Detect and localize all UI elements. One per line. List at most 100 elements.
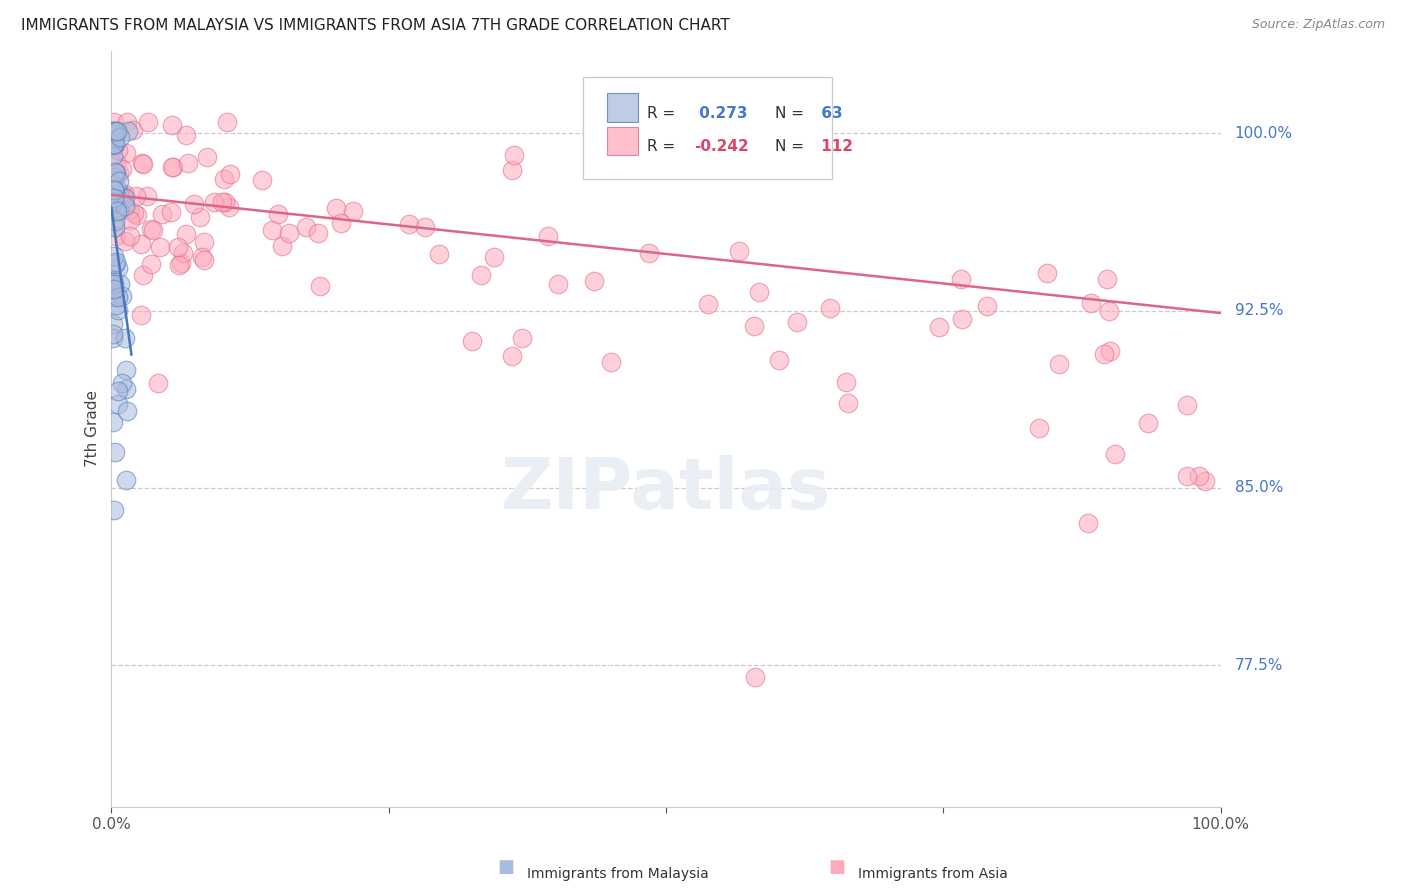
- Point: [103, 115, 125, 129]
- Point: [768, 353, 790, 368]
- Point: [107, 303, 129, 318]
- Text: Immigrants from Malaysia: Immigrants from Malaysia: [527, 867, 709, 881]
- Point: [141, 222, 163, 236]
- Point: [107, 290, 129, 304]
- Point: [111, 376, 134, 390]
- Text: ZIPatlas: ZIPatlas: [501, 455, 831, 524]
- Point: [149, 240, 172, 254]
- Point: [132, 157, 155, 171]
- Point: [502, 147, 524, 161]
- Point: [118, 228, 141, 243]
- Point: [103, 137, 125, 152]
- Point: [1047, 357, 1070, 371]
- Point: [122, 123, 145, 137]
- Point: [103, 124, 125, 138]
- Point: [1136, 417, 1159, 431]
- Point: [139, 256, 162, 270]
- Text: 85.0%: 85.0%: [1234, 481, 1282, 495]
- Point: [103, 282, 125, 296]
- Point: [950, 311, 973, 326]
- Point: [101, 185, 124, 199]
- Point: [325, 201, 347, 215]
- Text: 0.273: 0.273: [693, 106, 747, 121]
- Point: [160, 204, 183, 219]
- Point: [1080, 296, 1102, 310]
- Text: ■: ■: [498, 858, 515, 876]
- Point: [136, 188, 159, 202]
- Point: [107, 384, 129, 398]
- Point: [742, 318, 765, 333]
- Point: [105, 127, 128, 141]
- Point: [1028, 421, 1050, 435]
- Point: [129, 308, 152, 322]
- Point: [537, 228, 560, 243]
- Point: [195, 150, 218, 164]
- Point: [110, 289, 132, 303]
- Point: [1099, 344, 1122, 359]
- Point: [218, 167, 240, 181]
- Text: -0.242: -0.242: [693, 139, 748, 154]
- Point: [786, 315, 808, 329]
- Text: 100.0%: 100.0%: [1234, 126, 1292, 141]
- Point: [114, 199, 136, 213]
- Point: [131, 155, 153, 169]
- Point: [214, 195, 236, 210]
- Point: [101, 149, 124, 163]
- Point: [727, 244, 749, 259]
- Point: [104, 255, 127, 269]
- Point: [193, 252, 215, 267]
- Point: [748, 285, 770, 299]
- Point: [105, 228, 128, 243]
- Point: [104, 124, 127, 138]
- Point: [202, 195, 225, 210]
- Point: [104, 164, 127, 178]
- Point: [166, 240, 188, 254]
- Point: [162, 160, 184, 174]
- Text: Source: ZipAtlas.com: Source: ZipAtlas.com: [1251, 18, 1385, 31]
- Point: [107, 143, 129, 157]
- Point: [101, 274, 124, 288]
- Point: [104, 166, 127, 180]
- Point: [214, 171, 236, 186]
- Point: [183, 197, 205, 211]
- Point: [104, 137, 127, 152]
- Point: [104, 219, 127, 234]
- Point: [103, 415, 125, 429]
- Point: [1187, 469, 1209, 483]
- Point: [103, 133, 125, 147]
- Point: [107, 396, 129, 410]
- Point: [188, 210, 211, 224]
- Point: [125, 208, 148, 222]
- Point: [501, 349, 523, 363]
- Point: [108, 203, 131, 218]
- Point: [218, 200, 240, 214]
- Point: [115, 404, 138, 418]
- Point: [105, 203, 128, 218]
- Point: [267, 207, 290, 221]
- Point: [100, 137, 122, 152]
- Point: [104, 201, 127, 215]
- Point: [101, 138, 124, 153]
- Text: ■: ■: [828, 858, 845, 876]
- Point: [329, 216, 352, 230]
- Point: [638, 245, 661, 260]
- Point: [1104, 447, 1126, 461]
- Point: [103, 277, 125, 291]
- Point: [928, 319, 950, 334]
- Point: [114, 186, 136, 201]
- Point: [1098, 304, 1121, 318]
- FancyBboxPatch shape: [583, 77, 832, 179]
- Point: [104, 445, 127, 459]
- Point: [342, 203, 364, 218]
- Point: [834, 375, 856, 389]
- Point: [104, 183, 127, 197]
- Text: IMMIGRANTS FROM MALAYSIA VS IMMIGRANTS FROM ASIA 7TH GRADE CORRELATION CHART: IMMIGRANTS FROM MALAYSIA VS IMMIGRANTS F…: [21, 18, 730, 33]
- Point: [107, 260, 129, 275]
- Point: [105, 124, 128, 138]
- Point: [101, 317, 124, 331]
- Point: [398, 217, 420, 231]
- Point: [1177, 399, 1199, 413]
- Text: 92.5%: 92.5%: [1234, 303, 1284, 318]
- Point: [103, 503, 125, 517]
- Point: [174, 128, 197, 142]
